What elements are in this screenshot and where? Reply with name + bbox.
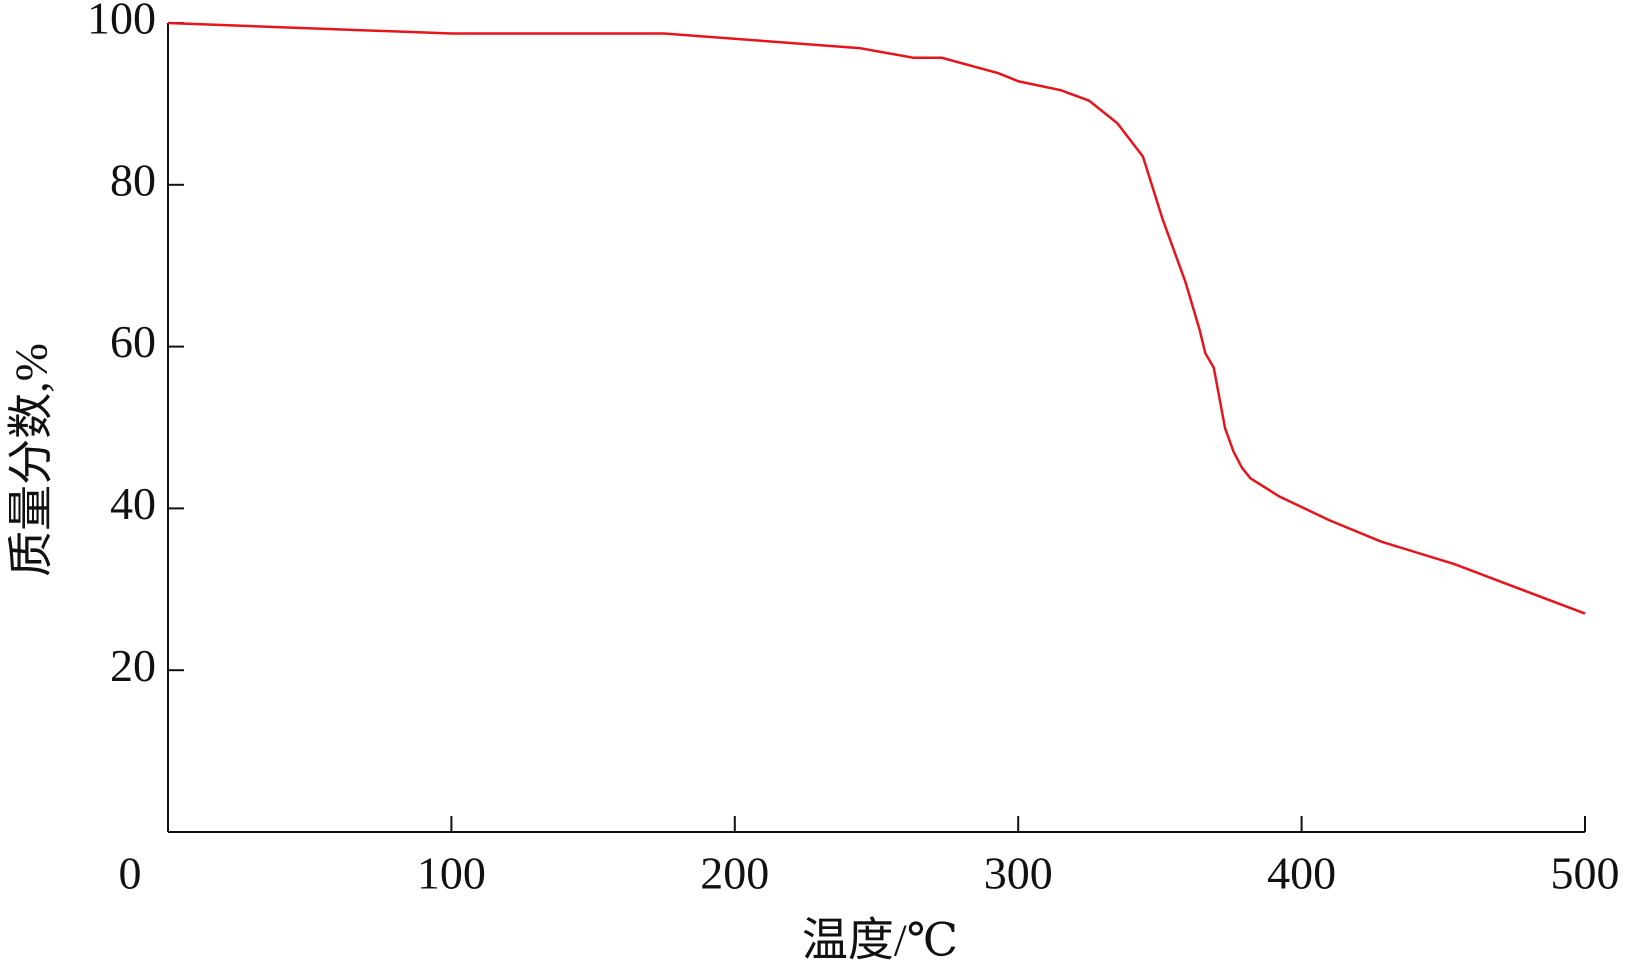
y-tick-label: 60 — [110, 316, 156, 367]
y-tick-label: 20 — [110, 640, 156, 691]
x-tick-label: 200 — [700, 848, 769, 899]
y-tick-label: 100 — [87, 0, 156, 44]
x-tick-label: 300 — [984, 848, 1053, 899]
x-axis-label: 温度/℃ — [802, 915, 958, 966]
y-axis-label: 质量分数,% — [6, 343, 57, 577]
x-tick-label: 400 — [1267, 848, 1336, 899]
x-tick-label: 0 — [119, 848, 142, 899]
x-tick-label: 100 — [417, 848, 486, 899]
x-tick-label: 500 — [1551, 848, 1620, 899]
y-tick-label: 80 — [110, 154, 156, 205]
y-tick-label: 40 — [110, 478, 156, 529]
data-line — [167, 21, 1586, 615]
